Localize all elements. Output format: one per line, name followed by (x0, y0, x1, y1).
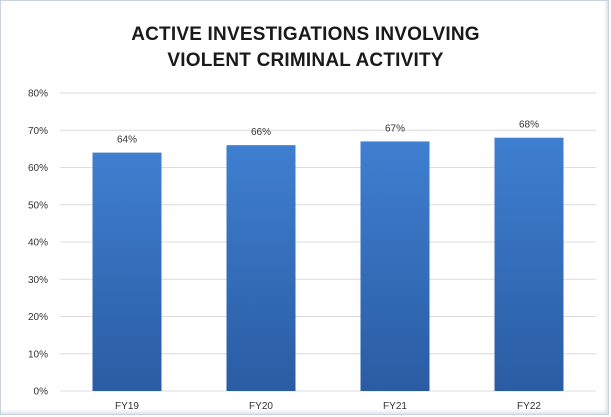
y-tick-label: 20% (28, 312, 48, 323)
data-label-fy21: 67% (385, 123, 405, 134)
y-tick-label: 60% (28, 163, 48, 174)
data-labels: 64% 66% 67% 68% (117, 120, 539, 146)
data-label-fy20: 66% (251, 127, 271, 138)
x-axis-ticks: FY19 FY20 FY21 FY22 (115, 401, 541, 412)
bar-fy20 (226, 145, 296, 391)
x-tick-label-fy19: FY19 (115, 401, 139, 412)
y-tick-label: 30% (28, 275, 48, 286)
bar-fy22 (494, 137, 564, 391)
bar-fy19 (92, 152, 162, 391)
chart-title-line-1: ACTIVE INVESTIGATIONS INVOLVING (131, 24, 480, 45)
y-axis-ticks: 0% 10% 20% 30% 40% 50% 60% 70% 80% (28, 89, 48, 398)
chart-title-line-2: VIOLENT CRIMINAL ACTIVITY (167, 50, 444, 71)
data-label-fy22: 68% (519, 120, 539, 131)
bars (92, 137, 564, 391)
x-tick-label-fy20: FY20 (249, 401, 273, 412)
y-tick-label: 50% (28, 200, 48, 211)
x-tick-label-fy21: FY21 (383, 401, 407, 412)
y-tick-label: 0% (34, 387, 49, 398)
y-tick-label: 40% (28, 238, 48, 249)
y-tick-label: 80% (28, 89, 48, 100)
y-tick-label: 70% (28, 126, 48, 137)
y-tick-label: 10% (28, 349, 48, 360)
chart-title: ACTIVE INVESTIGATIONS INVOLVING VIOLENT … (0, 22, 611, 74)
x-tick-label-fy22: FY22 (517, 401, 541, 412)
data-label-fy19: 64% (117, 135, 137, 146)
bar-fy21 (360, 141, 430, 391)
